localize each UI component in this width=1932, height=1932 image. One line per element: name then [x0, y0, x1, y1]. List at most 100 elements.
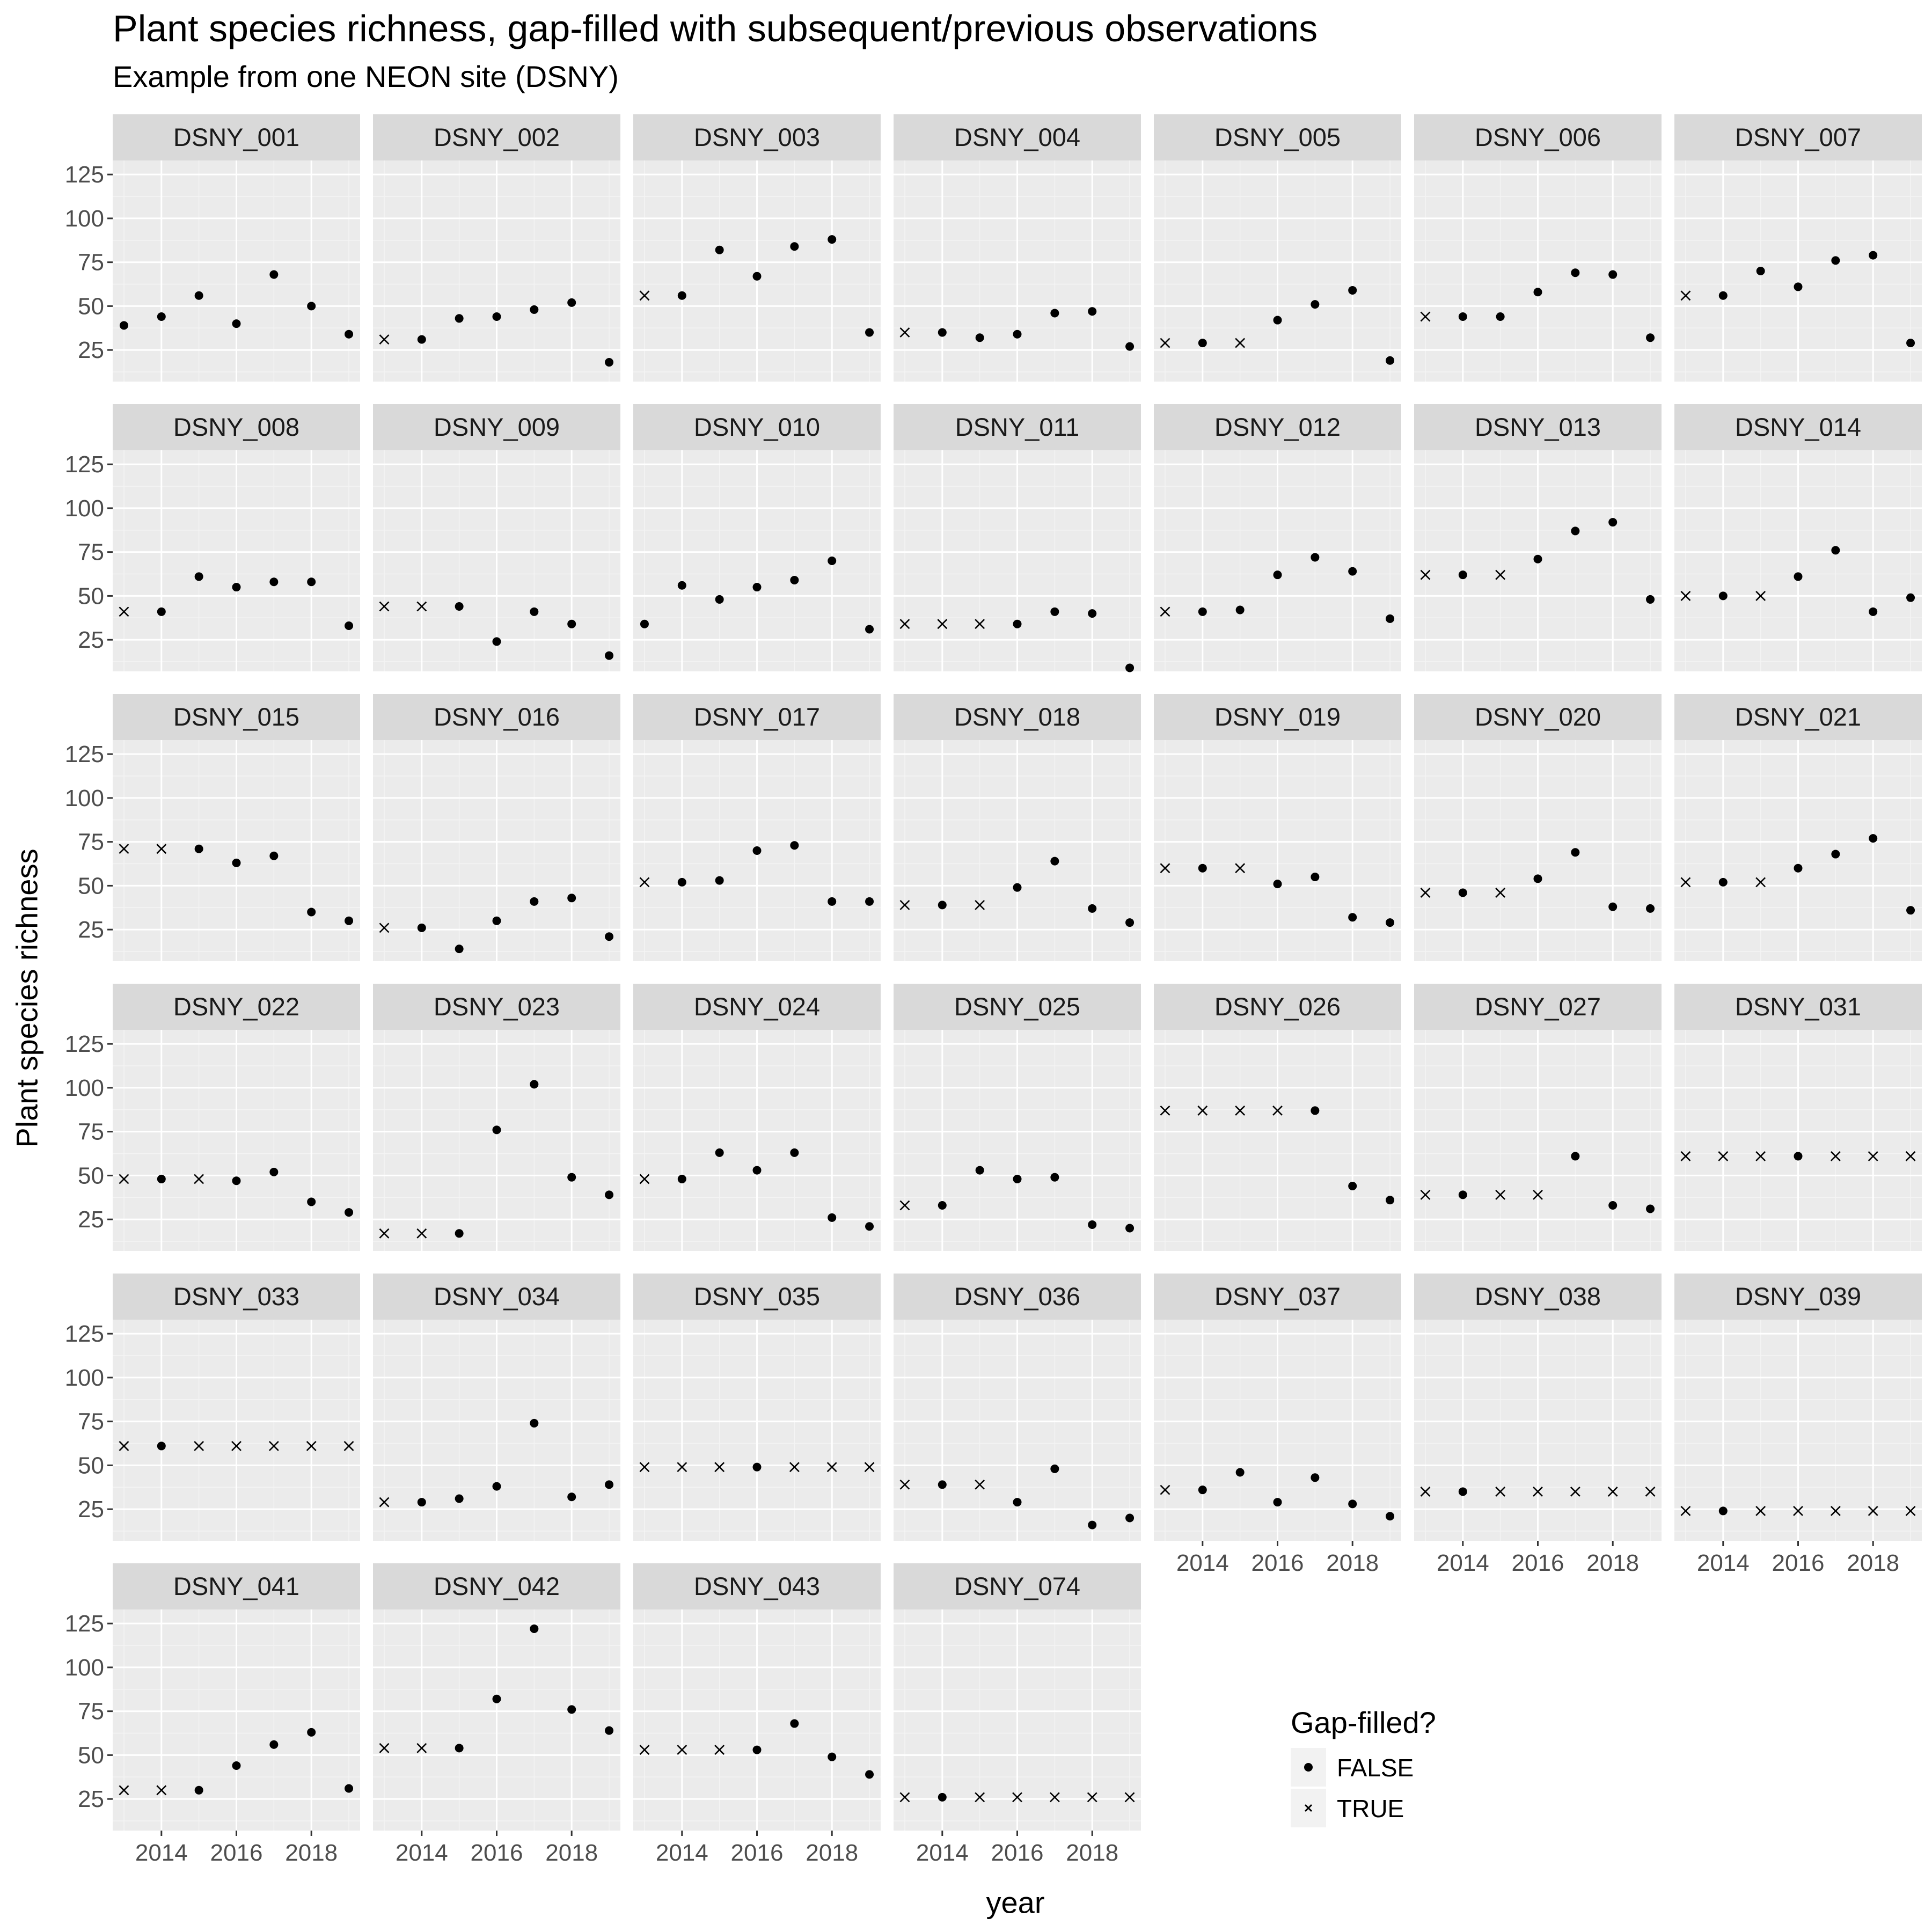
point-gap-filled [1718, 1151, 1729, 1161]
x-tick-label: 2014 [916, 1840, 969, 1866]
strip-label: DSNY_004 [954, 123, 1080, 151]
panel-dsny-017: DSNY_017 [633, 694, 881, 961]
point-observed [1533, 554, 1542, 564]
point-observed [269, 1167, 279, 1176]
strip-label: DSNY_015 [173, 702, 299, 731]
point-observed [1125, 342, 1135, 351]
point-observed [492, 1694, 501, 1703]
point-observed [865, 328, 874, 337]
point-observed [752, 1166, 762, 1175]
point-observed [307, 1197, 316, 1206]
point-observed [1496, 312, 1505, 321]
point-gap-filled [1830, 1151, 1841, 1161]
point-observed [1235, 1468, 1245, 1477]
point-observed [417, 335, 426, 344]
strip-label: DSNY_027 [1475, 992, 1601, 1021]
point-gap-filled [1868, 1505, 1878, 1516]
strip-label: DSNY_007 [1735, 123, 1861, 151]
point-observed [1869, 607, 1878, 616]
point-gap-filled [899, 327, 910, 338]
point-gap-filled [1755, 1151, 1766, 1161]
point-observed [1869, 834, 1878, 843]
point-gap-filled [714, 1745, 725, 1755]
point-observed [1386, 614, 1395, 623]
point-observed [417, 1498, 426, 1507]
point-observed [492, 637, 501, 646]
x-tick-label: 2018 [285, 1840, 338, 1866]
y-tick-label: 75 [78, 829, 104, 855]
x-tick-label: 2016 [731, 1840, 784, 1866]
point-gap-filled [1420, 311, 1431, 322]
point-gap-filled [1755, 1505, 1766, 1516]
y-tick-label: 75 [78, 1699, 104, 1725]
point-gap-filled [639, 1462, 650, 1473]
point-gap-filled [156, 844, 167, 854]
legend-entry-false: FALSE [1291, 1748, 1436, 1787]
strip-label: DSNY_042 [434, 1572, 560, 1600]
point-observed [828, 897, 837, 906]
point-observed [1794, 282, 1803, 291]
point-observed [1831, 546, 1840, 555]
point-gap-filled [416, 601, 427, 612]
point-gap-filled [826, 1462, 837, 1473]
point-observed [715, 245, 724, 254]
point-observed [1718, 1506, 1728, 1516]
strip-label: DSNY_014 [1735, 413, 1861, 441]
x-tick-label: 2018 [1326, 1550, 1379, 1576]
y-tick-label: 25 [78, 1496, 104, 1523]
y-tick-label: 50 [78, 873, 104, 899]
point-observed [119, 321, 128, 330]
legend-label-true: TRUE [1337, 1795, 1404, 1823]
point-gap-filled [1012, 1792, 1022, 1803]
point-observed [1088, 609, 1097, 618]
point-observed [1348, 1182, 1357, 1191]
point-gap-filled [1680, 1151, 1691, 1161]
point-observed [938, 901, 947, 910]
point-observed [1458, 312, 1467, 321]
strip [113, 984, 360, 1030]
legend-label-false: FALSE [1337, 1754, 1414, 1782]
point-gap-filled [1235, 863, 1246, 874]
point-observed [1013, 330, 1022, 339]
strip [373, 404, 620, 450]
point-gap-filled [1607, 1487, 1618, 1497]
point-observed [828, 1213, 837, 1222]
legend-title: Gap-filled? [1291, 1706, 1436, 1739]
point-gap-filled [1160, 1105, 1170, 1116]
point-observed [677, 581, 686, 590]
point-observed [269, 1740, 279, 1749]
strip-label: DSNY_019 [1214, 702, 1341, 731]
panel-dsny-036: DSNY_036 [894, 1274, 1141, 1541]
point-observed [1386, 1196, 1395, 1205]
panel-dsny-043: DSNY_043 2014 2016 2018 [633, 1563, 881, 1866]
strip-label: DSNY_017 [694, 702, 820, 731]
point-observed [1311, 553, 1320, 562]
x-axis-label: year [986, 1885, 1045, 1920]
strip-label: DSNY_013 [1475, 413, 1601, 441]
y-tick-label: 125 [65, 162, 104, 188]
point-gap-filled [379, 334, 390, 345]
point-observed [790, 841, 799, 850]
point-gap-filled [975, 1792, 985, 1803]
y-tick-label: 25 [78, 1786, 104, 1812]
point-observed [345, 1208, 354, 1217]
point-observed [1386, 356, 1395, 365]
strip-label: DSNY_021 [1735, 702, 1861, 731]
point-gap-filled [1420, 888, 1431, 898]
point-observed [530, 305, 539, 314]
legend-key-cross [1291, 1789, 1326, 1827]
point-observed [1348, 286, 1357, 295]
strip-label: DSNY_041 [173, 1572, 299, 1600]
point-observed [640, 619, 649, 628]
strip [633, 114, 881, 160]
strip-label: DSNY_033 [173, 1282, 299, 1311]
point-observed [1311, 1106, 1320, 1115]
point-gap-filled [899, 619, 910, 630]
point-observed [417, 923, 426, 932]
y-tick-label: 125 [65, 1031, 104, 1057]
y-tick-label: 25 [78, 337, 104, 363]
point-observed [269, 577, 279, 587]
point-gap-filled [899, 1479, 910, 1490]
point-gap-filled [639, 290, 650, 301]
point-gap-filled [194, 1441, 204, 1451]
